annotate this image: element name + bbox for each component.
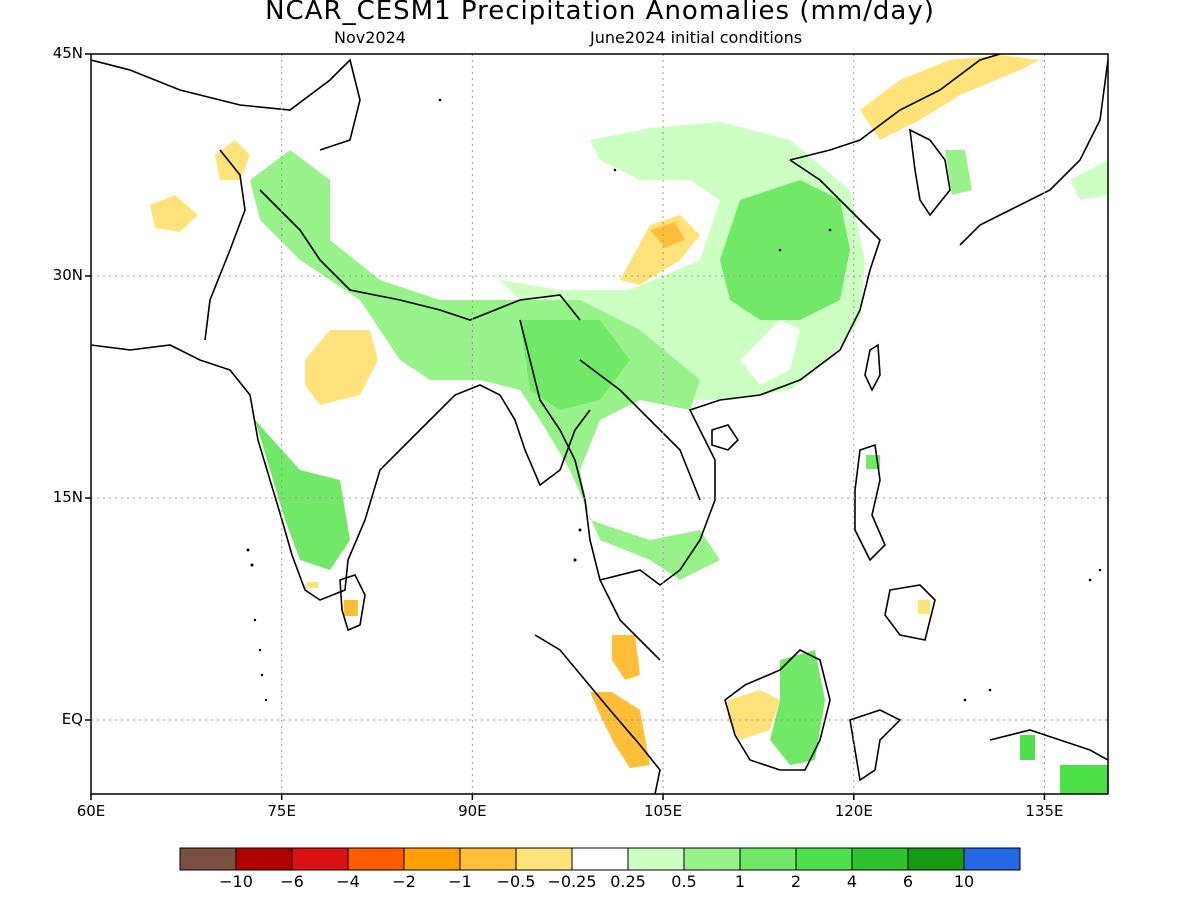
anomaly-ne-china-dry (860, 55, 1040, 140)
colorbar-label: −0.5 (496, 872, 536, 891)
luzon (854, 443, 886, 562)
korea (909, 128, 951, 217)
y-tick-label: EQ (61, 710, 83, 728)
mindanao (884, 584, 936, 641)
colorbar-swatch (795, 847, 853, 871)
india-coast (229, 369, 501, 601)
colorbar-label: 4 (846, 872, 858, 891)
anomaly-tibet-dry-core (650, 222, 685, 248)
sumatra (534, 634, 661, 794)
laos-border (579, 359, 701, 501)
gridlines (91, 54, 1108, 794)
new-guinea (989, 729, 1108, 761)
colorbar-label: −1 (448, 872, 472, 891)
colorbar-label: 10 (953, 872, 975, 891)
x-tick-label: 75E (267, 802, 296, 820)
colorbar-label: 1 (734, 872, 746, 891)
coastlines (91, 54, 1108, 794)
anomaly-borneo-dry (728, 690, 780, 740)
x-tick-label: 120E (834, 802, 873, 820)
anomaly-myanmar-wet (520, 320, 630, 410)
colorbar (179, 847, 1021, 871)
colorbar-swatch (683, 847, 741, 871)
colorbar-swatch (179, 847, 237, 871)
anomaly-central-india-dry (305, 330, 378, 405)
y-tick-label: 30N (52, 266, 83, 284)
china-north-coast (789, 54, 1001, 161)
y-tick-label: 45N (52, 44, 83, 62)
anomaly-sumatra-dry (590, 692, 650, 768)
colorbar-label: 6 (902, 872, 914, 891)
anomaly-borneo-wet (770, 650, 825, 765)
forecast-month: Nov2024 (334, 28, 406, 47)
y-tick-label: 15N (52, 488, 83, 506)
colorbar-label: −10 (219, 872, 253, 891)
island-dots (246, 98, 1102, 702)
colorbar-swatch (403, 847, 461, 871)
arabian-coast (91, 344, 231, 371)
x-tick-label: 90E (458, 802, 487, 820)
colorbar-label: 2 (790, 872, 802, 891)
taiwan (864, 343, 881, 392)
colorbar-swatch (235, 847, 293, 871)
indochina-coast (599, 159, 881, 586)
x-tick-label: 105E (644, 802, 683, 820)
colorbar-label: −0.25 (547, 872, 597, 891)
colorbar-swatch (347, 847, 405, 871)
anomaly-afghan-dry (150, 195, 198, 232)
colorbar-swatch (963, 847, 1021, 871)
anomaly-himalaya-wet (250, 150, 720, 580)
colorbar-swatch (291, 847, 349, 871)
asia-northwest-border (91, 58, 361, 151)
colorbar-swatch (515, 847, 573, 871)
anomaly-west-india-wet (255, 420, 350, 570)
bay-of-bengal-east (499, 394, 591, 487)
hainan (711, 424, 740, 451)
colorbar-swatch (851, 847, 909, 871)
anomaly-central-china-wet (720, 180, 850, 320)
anomaly-malaya-dry (612, 635, 640, 680)
pakistan-border (204, 149, 246, 341)
map-frame (90, 53, 1109, 795)
anomaly-pakistan-dry (215, 140, 250, 180)
colorbar-label: −6 (280, 872, 304, 891)
sulawesi (849, 709, 902, 782)
colorbar-swatch (739, 847, 797, 871)
colorbar-swatch (571, 847, 629, 871)
tick-marks (85, 53, 1046, 800)
myanmar-border (519, 319, 576, 461)
x-tick-label: 135E (1025, 802, 1064, 820)
sri-lanka (339, 574, 366, 632)
colorbar-label: −4 (336, 872, 360, 891)
colorbar-label: 0.25 (610, 872, 646, 891)
japan (959, 59, 1108, 246)
himalaya-border (259, 189, 581, 321)
map-title: NCAR_CESM1 Precipitation Anomalies (mm/d… (265, 0, 935, 26)
colorbar-swatch (907, 847, 965, 871)
malay-peninsula (574, 459, 661, 661)
colorbar-label: 0.5 (671, 872, 697, 891)
x-tick-label: 60E (76, 802, 106, 820)
colorbar-label: −2 (392, 872, 416, 891)
anomaly-fill (150, 55, 1108, 794)
initial-conditions: June2024 initial conditions (590, 28, 803, 47)
colorbar-swatch (459, 847, 517, 871)
colorbar-swatch (627, 847, 685, 871)
